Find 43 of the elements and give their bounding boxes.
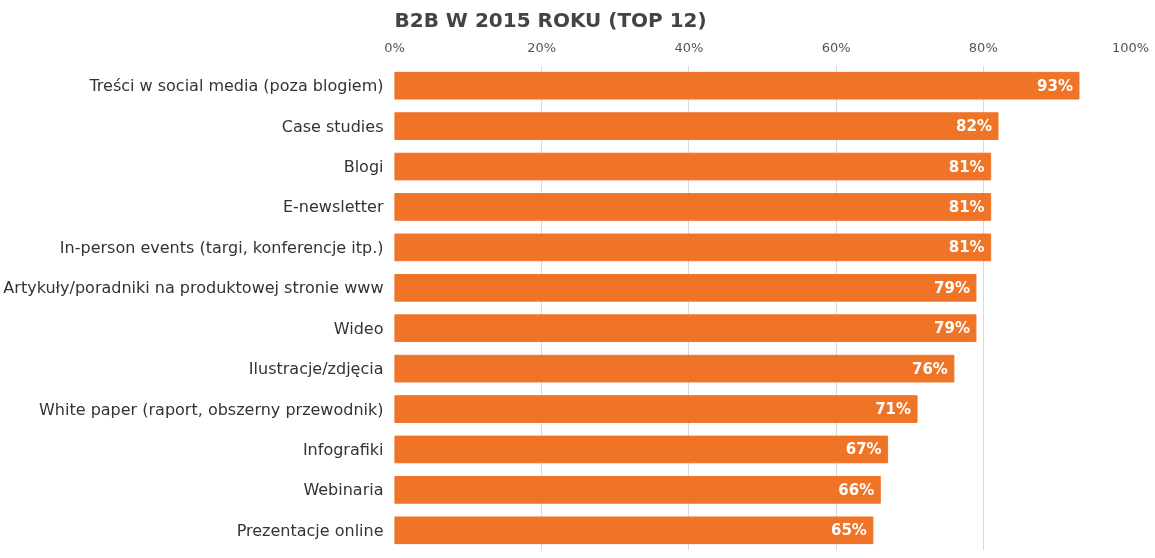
x-tick-label: 80% xyxy=(968,39,998,55)
x-tick-label: 0% xyxy=(384,39,405,55)
y-tick-label: White paper (raport, obszerny przewodnik) xyxy=(39,399,384,419)
data-label: 71% xyxy=(875,400,912,419)
data-label: 81% xyxy=(948,157,985,176)
y-tick-label: Infografiki xyxy=(302,439,384,459)
bar xyxy=(394,314,977,343)
data-label: 76% xyxy=(911,359,948,378)
x-tick-label: 20% xyxy=(527,39,557,55)
y-tick-label: Prezentacje online xyxy=(236,520,384,540)
x-tick-label: 100% xyxy=(1111,39,1150,55)
y-tick-label: In-person events (targi, konferencje itp.) xyxy=(59,237,384,257)
y-tick-label: Treści w social media (poza blogiem) xyxy=(88,76,384,96)
data-label: 93% xyxy=(1037,76,1073,95)
bar xyxy=(394,112,999,140)
data-label: 66% xyxy=(838,480,875,499)
y-tick-label: Ilustracje/zdjęcia xyxy=(248,359,384,379)
bar xyxy=(394,476,881,504)
data-label: 79% xyxy=(934,319,970,338)
x-tick-label: 60% xyxy=(821,39,851,55)
data-label: 81% xyxy=(948,238,985,257)
bar xyxy=(394,435,889,464)
y-tick-label: Blogi xyxy=(343,157,384,177)
data-label: 82% xyxy=(956,117,993,136)
y-tick-label: Case studies xyxy=(281,116,384,136)
chart-title: B2B W 2015 ROKU (TOP 12) xyxy=(394,7,707,32)
y-tick-label: Webinaria xyxy=(303,480,384,500)
y-tick-label: Artykuły/poradniki na produktowej stronie www xyxy=(3,278,384,298)
bar xyxy=(394,193,992,221)
x-tick-label: 40% xyxy=(674,39,704,55)
bar xyxy=(394,152,992,181)
bar xyxy=(394,395,918,423)
bar xyxy=(394,273,977,302)
data-label: 67% xyxy=(845,440,882,459)
bar xyxy=(394,233,992,262)
bar xyxy=(394,516,874,545)
data-label: 81% xyxy=(948,197,985,216)
y-tick-label: E-newsletter xyxy=(282,197,384,217)
data-label: 79% xyxy=(934,278,970,297)
y-tick-label: Wideo xyxy=(333,318,384,338)
bar xyxy=(394,71,1080,100)
data-label: 65% xyxy=(831,521,867,540)
bar xyxy=(394,354,955,383)
